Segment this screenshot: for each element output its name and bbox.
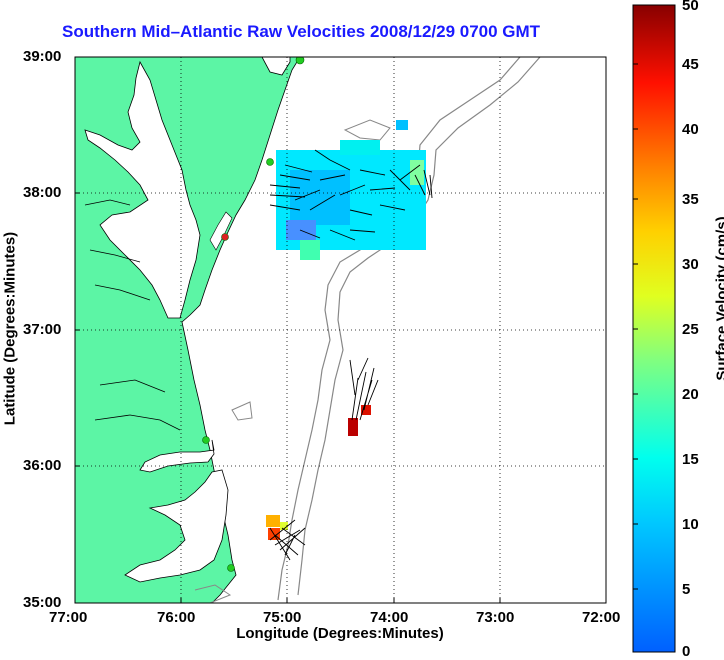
colorbar-tick-label: 45 (682, 56, 699, 73)
colorbar-tick-label: 30 (682, 256, 699, 273)
x-tick-label: 76:00 (157, 609, 195, 626)
colorbar-tick-label: 25 (682, 321, 699, 338)
y-tick-label: 38:00 (23, 184, 61, 201)
colorbar-tick-label: 35 (682, 191, 699, 208)
radar-station-marker (222, 234, 229, 241)
colorbar-tick-label: 15 (682, 451, 699, 468)
x-tick-label: 75:00 (263, 609, 301, 626)
y-tick-label: 36:00 (23, 457, 61, 474)
y-tick-label: 39:00 (23, 48, 61, 65)
colorbar-tick-label: 20 (682, 386, 699, 403)
colorbar-tick-label: 5 (682, 581, 690, 598)
x-tick-label: 72:00 (582, 609, 620, 626)
colorbar-tick-label: 10 (682, 516, 699, 533)
colorbar-tick-label: 50 (682, 0, 699, 14)
y-axis-label: Latitude (Degrees:Minutes) (2, 229, 19, 429)
radar-station-marker (267, 159, 274, 166)
radar-station-marker (228, 565, 235, 572)
colorbar-tick-label: 40 (682, 121, 699, 138)
x-tick-label: 73:00 (476, 609, 514, 626)
y-tick-label: 37:00 (23, 321, 61, 338)
colorbar-label: Surface Velocity (cm/s) (714, 199, 724, 399)
x-axis-label: Longitude (Degrees:Minutes) (160, 625, 520, 642)
radar-station-marker (203, 437, 210, 444)
x-tick-label: 77:00 (49, 609, 87, 626)
colorbar-tick-label: 0 (682, 643, 690, 660)
y-tick-label: 35:00 (23, 594, 61, 611)
colorbar (633, 5, 675, 652)
x-tick-label: 74:00 (370, 609, 408, 626)
